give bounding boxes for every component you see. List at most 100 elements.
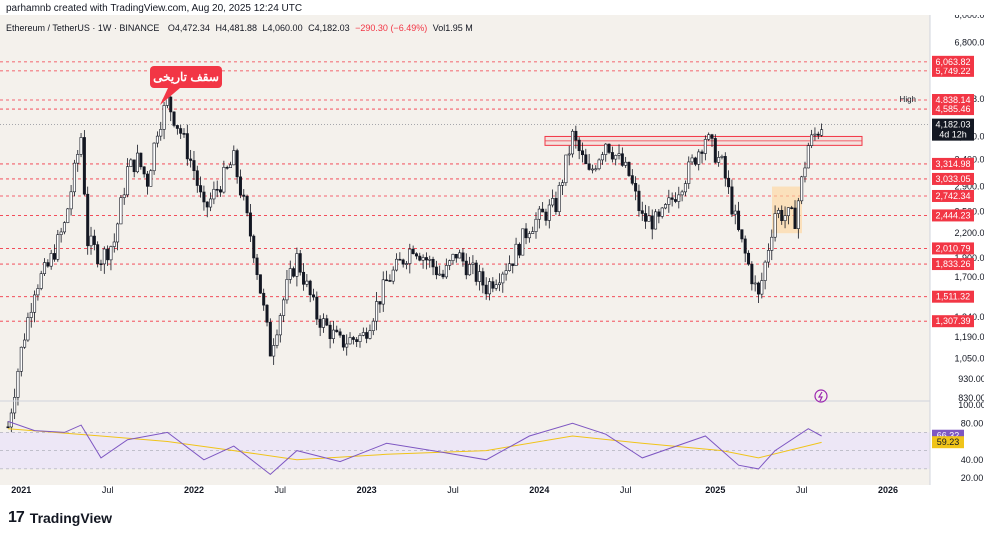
callout-pointer bbox=[160, 88, 180, 105]
candle bbox=[464, 253, 468, 280]
candle-body bbox=[212, 188, 216, 200]
candle-body bbox=[637, 190, 641, 211]
candle bbox=[285, 270, 289, 304]
candle bbox=[215, 180, 219, 198]
candle bbox=[620, 147, 624, 167]
candle bbox=[152, 142, 156, 175]
candle-body bbox=[99, 263, 103, 266]
candle bbox=[737, 201, 741, 232]
candle bbox=[16, 368, 20, 406]
candle-body bbox=[537, 208, 541, 220]
candle bbox=[577, 137, 581, 160]
candle bbox=[398, 252, 402, 261]
candle bbox=[195, 165, 199, 193]
candle bbox=[527, 231, 531, 243]
candle-body bbox=[189, 158, 193, 161]
candle-body bbox=[318, 318, 322, 328]
candle-body bbox=[418, 255, 422, 261]
candle bbox=[786, 207, 790, 225]
candle-body bbox=[697, 151, 701, 165]
candle bbox=[205, 201, 209, 218]
candle-body bbox=[345, 343, 349, 348]
candle-body bbox=[644, 213, 648, 222]
candle-body bbox=[687, 161, 691, 184]
candle bbox=[19, 346, 23, 377]
candle bbox=[272, 338, 276, 365]
chart-background bbox=[0, 15, 930, 485]
price-chart[interactable]: 8,000.006,800.004,868.003,900.003,400.00… bbox=[0, 15, 984, 495]
price-tick-label: 1,190.00 bbox=[954, 332, 984, 342]
candle-body bbox=[155, 135, 159, 144]
candle bbox=[46, 259, 50, 268]
candle bbox=[212, 181, 216, 205]
candles-layer bbox=[6, 90, 824, 433]
lightning-icon[interactable] bbox=[814, 389, 828, 403]
candle-body bbox=[514, 243, 518, 266]
legend-close: C4,182.03 bbox=[308, 23, 350, 33]
time-tick-label: Jul bbox=[620, 485, 632, 495]
candle-body bbox=[136, 152, 140, 173]
candle bbox=[448, 259, 452, 271]
level-badge bbox=[932, 172, 974, 185]
price-axis: 8,000.006,800.004,868.003,900.003,400.00… bbox=[900, 15, 984, 485]
candle bbox=[255, 253, 259, 280]
candle bbox=[375, 292, 379, 331]
candle-body bbox=[242, 194, 246, 197]
candle-body bbox=[634, 183, 638, 192]
candle bbox=[315, 291, 319, 325]
level-badge-label: 6,063.82 bbox=[935, 57, 970, 67]
candle-body bbox=[564, 154, 568, 184]
candle bbox=[13, 388, 17, 420]
candle bbox=[810, 129, 814, 149]
candle-body bbox=[375, 301, 379, 322]
candle-body bbox=[76, 154, 80, 164]
candle-body bbox=[813, 133, 817, 136]
candle bbox=[468, 256, 472, 276]
candle-body bbox=[182, 133, 186, 135]
candle bbox=[561, 179, 565, 195]
rsi-line bbox=[7, 420, 822, 476]
current-price-label: 4,182.03 bbox=[935, 120, 970, 130]
candle-body bbox=[747, 252, 751, 265]
candle bbox=[567, 145, 571, 166]
candle bbox=[497, 273, 501, 292]
candle-body bbox=[783, 215, 787, 221]
candle bbox=[72, 159, 76, 197]
candle-body bbox=[404, 263, 408, 265]
time-tick-label: 2022 bbox=[184, 485, 204, 495]
candle-body bbox=[272, 345, 276, 357]
candle bbox=[431, 256, 435, 276]
candle bbox=[142, 166, 146, 178]
time-tick-label: Jul bbox=[447, 485, 459, 495]
candle-body bbox=[159, 129, 163, 137]
candle-body bbox=[690, 157, 694, 163]
candle bbox=[820, 123, 824, 137]
candle-body bbox=[109, 246, 113, 261]
rsi-tick-label: 40.00 bbox=[961, 455, 984, 465]
candle bbox=[59, 227, 63, 243]
candle-body bbox=[481, 271, 485, 286]
candle-body bbox=[494, 284, 498, 289]
candle bbox=[189, 149, 193, 168]
candle-body bbox=[371, 320, 375, 331]
candle bbox=[56, 229, 60, 262]
candle bbox=[680, 189, 684, 202]
candle-body bbox=[122, 194, 126, 198]
candle-body bbox=[723, 156, 727, 179]
candle-body bbox=[730, 186, 734, 215]
candle bbox=[338, 328, 342, 338]
candle-body bbox=[235, 150, 239, 178]
candle bbox=[328, 321, 332, 349]
rsi-ma-label: 59.23 bbox=[937, 437, 960, 447]
candle-body bbox=[497, 282, 501, 285]
candle-body bbox=[172, 111, 176, 126]
candle-body bbox=[561, 182, 565, 186]
candle-body bbox=[205, 201, 209, 208]
candle-body bbox=[806, 145, 810, 169]
candle bbox=[109, 245, 113, 271]
candle-body bbox=[677, 194, 681, 202]
candle bbox=[305, 274, 309, 288]
candle bbox=[614, 154, 618, 166]
candle bbox=[740, 229, 744, 243]
legend-symbol: Ethereum / TetherUS · 1W · BINANCE bbox=[6, 23, 159, 33]
